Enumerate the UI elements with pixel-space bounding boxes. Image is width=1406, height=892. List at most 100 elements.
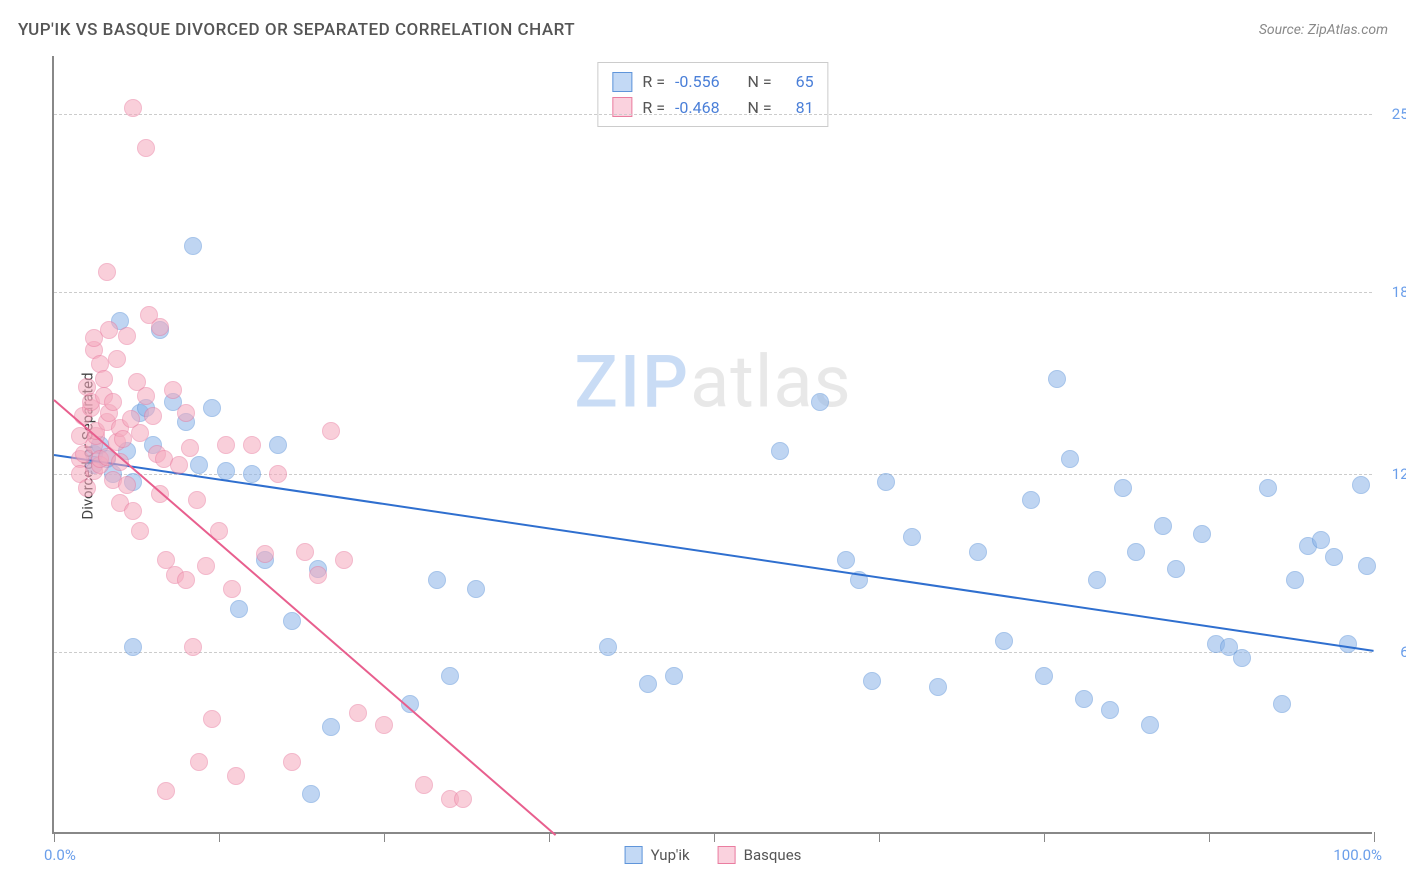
data-point [375,716,393,734]
data-point [1048,370,1066,388]
data-point [1167,560,1185,578]
data-point [599,638,617,656]
data-point [283,612,301,630]
data-point [309,566,327,584]
data-point [1088,571,1106,589]
data-point [1022,491,1040,509]
data-point [164,381,182,399]
data-point [1286,571,1304,589]
data-point [78,479,96,497]
data-point [104,393,122,411]
data-point [118,327,136,345]
y-tick-label: 25.0% [1377,105,1406,123]
x-tick [879,832,880,842]
data-point [1141,716,1159,734]
data-point [1339,635,1357,653]
data-point [1259,479,1277,497]
x-tick [54,832,55,842]
watermark: ZIPatlas [574,339,851,424]
correlation-stats-legend: R = -0.556 N = 65R = -0.468 N = 81 [597,62,828,127]
data-point [771,442,789,460]
gridline [54,652,1372,653]
data-point [217,462,235,480]
data-point [230,600,248,618]
data-point [243,465,261,483]
data-point [124,502,142,520]
chart-title: YUP'IK VS BASQUE DIVORCED OR SEPARATED C… [18,20,575,40]
data-point [1035,667,1053,685]
data-point [203,399,221,417]
data-point [335,551,353,569]
data-point [243,436,261,454]
regression-line [53,399,556,836]
data-point [170,456,188,474]
data-point [302,785,320,803]
data-point [1273,695,1291,713]
data-point [995,632,1013,650]
data-point [1075,690,1093,708]
data-point [256,545,274,563]
data-point [1358,557,1376,575]
stat-row: R = -0.556 N = 65 [612,69,813,95]
x-tick [1209,832,1210,842]
data-point [108,350,126,368]
data-point [269,465,287,483]
x-tick [1374,832,1375,842]
data-point [190,456,208,474]
data-point [137,387,155,405]
x-axis-min-label: 0.0% [44,846,76,864]
series-legend: Yup'ikBasques [625,846,802,864]
data-point [929,678,947,696]
x-tick [219,832,220,842]
data-point [1352,476,1370,494]
data-point [144,407,162,425]
data-point [118,476,136,494]
data-point [296,543,314,561]
data-point [95,370,113,388]
x-tick [1044,832,1045,842]
data-point [100,321,118,339]
gridline [54,114,1372,115]
data-point [322,718,340,736]
x-tick [714,832,715,842]
regression-line [54,454,1374,652]
data-point [903,528,921,546]
data-point [124,638,142,656]
data-point [283,753,301,771]
data-point [227,767,245,785]
data-point [114,430,132,448]
data-point [969,543,987,561]
data-point [1061,450,1079,468]
data-point [1114,479,1132,497]
data-point [151,318,169,336]
data-point [181,439,199,457]
data-point [1312,531,1330,549]
scatter-plot-area: ZIPatlas R = -0.556 N = 65R = -0.468 N =… [52,56,1372,834]
data-point [131,424,149,442]
data-point [188,491,206,509]
data-point [863,672,881,690]
data-point [203,710,221,728]
data-point [223,580,241,598]
data-point [184,638,202,656]
legend-swatch [718,846,736,864]
source-attribution: Source: ZipAtlas.com [1259,22,1388,38]
x-axis-max-label: 100.0% [1333,846,1382,864]
data-point [811,393,829,411]
y-tick-label: 6.3% [1377,643,1406,661]
legend-item: Basques [718,846,802,864]
data-point [177,404,195,422]
data-point [415,776,433,794]
data-point [428,571,446,589]
data-point [131,522,149,540]
data-point [665,667,683,685]
data-point [639,675,657,693]
x-tick [549,832,550,842]
legend-swatch [625,846,643,864]
data-point [1193,525,1211,543]
data-point [177,571,195,589]
y-tick-label: 18.8% [1377,283,1406,301]
gridline [54,292,1372,293]
data-point [1101,701,1119,719]
data-point [1154,517,1172,535]
